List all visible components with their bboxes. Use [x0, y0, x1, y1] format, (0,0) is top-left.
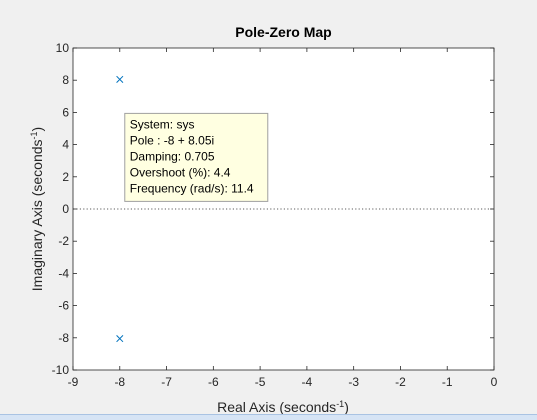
x-tick-label: -2 — [395, 375, 406, 389]
y-tick-label: 4 — [62, 138, 69, 152]
pole-marker[interactable] — [116, 335, 124, 343]
datatip-line: Overshoot (%): 4.4 — [130, 165, 231, 179]
x-tick-label: 0 — [491, 375, 498, 389]
pole-marker[interactable] — [116, 75, 124, 83]
x-tick-label: -1 — [442, 375, 453, 389]
y-tick-label: 6 — [62, 105, 69, 119]
x-tick-label: -3 — [348, 375, 359, 389]
x-tick-label: -6 — [208, 375, 219, 389]
x-tick-label: -7 — [161, 375, 172, 389]
x-tick-label: -4 — [302, 375, 313, 389]
x-tick-label: -9 — [68, 375, 79, 389]
datatip-line: Frequency (rad/s): 11.4 — [130, 181, 254, 195]
y-tick-label: 8 — [62, 73, 69, 87]
y-tick-label: -8 — [58, 331, 69, 345]
datatip-line: Damping: 0.705 — [130, 149, 215, 163]
plot-border — [72, 47, 495, 371]
y-tick-label: 0 — [62, 202, 69, 216]
datatip-line: Pole : -8 + 8.05i — [130, 133, 214, 147]
x-axis-label-end: ) — [344, 399, 349, 415]
x-axis-label: Real Axis (seconds-1) — [217, 399, 349, 415]
y-tick-label: -10 — [52, 363, 70, 377]
y-tick-label: -6 — [58, 299, 69, 313]
x-tick-label: -5 — [255, 375, 266, 389]
x-axis-label-sup: -1 — [336, 399, 344, 409]
datatip-box — [124, 112, 269, 202]
y-tick-label: 2 — [62, 170, 69, 184]
y-axis-label: Imaginary Axis (seconds-1) — [29, 127, 45, 291]
window-bottom-edge — [0, 414, 537, 420]
x-tick-label: -8 — [114, 375, 125, 389]
y-axis-label-end: ) — [29, 127, 45, 132]
y-tick-label: -4 — [58, 266, 69, 280]
y-tick-label: -2 — [58, 234, 69, 248]
datatip[interactable]: System: sys Pole : -8 + 8.05i Damping: 0.7… — [124, 112, 269, 202]
datatip-line: System: sys — [130, 117, 195, 131]
y-axis-label-sup: -1 — [29, 131, 39, 139]
chart-title: Pole-Zero Map — [235, 24, 331, 40]
y-tick-label: 10 — [56, 41, 70, 55]
